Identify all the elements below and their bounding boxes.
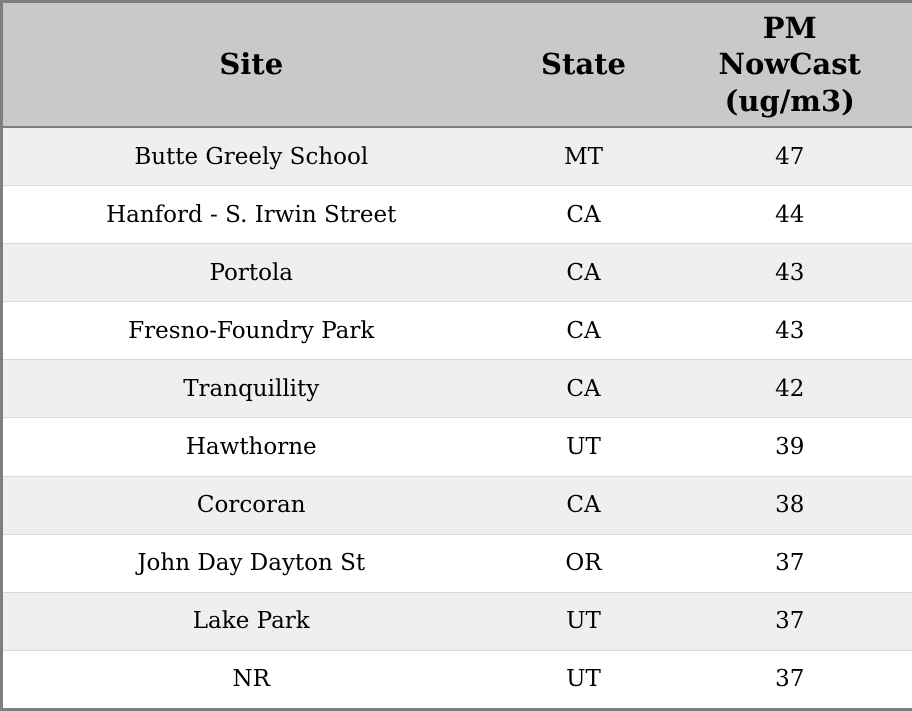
table-row: Lake Park UT 37	[1, 591, 912, 651]
table-row: Tranquillity CA 42	[1, 359, 912, 418]
site-cell: Lake Park	[1, 591, 500, 651]
state-cell: OR	[499, 533, 668, 593]
state-cell: MT	[564, 143, 603, 170]
state-cell: CA	[499, 185, 668, 244]
site-cell: Corcoran	[1, 475, 500, 535]
pm-nowcast-cell: 47	[775, 143, 805, 170]
site-cell: NR	[1, 649, 500, 710]
pm-nowcast-cell: 37	[667, 649, 912, 710]
site-cell: John Day Dayton St	[1, 533, 500, 593]
state-cell: UT	[499, 649, 668, 710]
state-cell: CA	[499, 301, 668, 360]
site-cell: Portola	[1, 243, 500, 302]
site-cell: Hawthorne	[1, 417, 500, 477]
table-row: Portola CA 43	[1, 243, 912, 302]
pm-nowcast-cell: 37	[667, 591, 912, 651]
state-cell: UT	[499, 591, 668, 651]
pm-nowcast-cell: 38	[667, 475, 912, 535]
state-cell: UT	[499, 417, 668, 477]
pm-nowcast-cell: 43	[667, 301, 912, 360]
table-row: John Day Dayton St OR 37	[1, 533, 912, 593]
state-cell: CA	[499, 359, 668, 418]
table-row: Hanford - S. Irwin Street CA 44	[1, 185, 912, 244]
state-cell: CA	[499, 243, 668, 302]
table-row: NR UT 37	[1, 649, 912, 710]
header-row: Site State PM NowCast (ug/m3)	[1, 1, 912, 128]
state-column-header: State	[499, 1, 668, 128]
table-row: Fresno-Foundry Park CA 43	[1, 301, 912, 360]
table-row: Hawthorne UT 39	[1, 417, 912, 477]
site-cell: Butte Greely School	[134, 143, 369, 170]
site-cell: Fresno-Foundry Park	[1, 301, 500, 360]
table-row: Butte Greely School MT 47	[1, 127, 912, 186]
state-cell: CA	[499, 475, 668, 535]
site-column-header: Site	[1, 1, 500, 128]
table-body: Butte Greely School MT 47 Hanford - S. Irwi…	[1, 127, 912, 710]
site-cell: Tranquillity	[1, 359, 500, 418]
pm-nowcast-cell: 37	[667, 533, 912, 593]
pm-nowcast-column-header: PM NowCast (ug/m3)	[667, 1, 912, 128]
site-cell: Hanford - S. Irwin Street	[1, 185, 500, 244]
pm-nowcast-cell: 44	[667, 185, 912, 244]
pm-nowcast-cell: 42	[667, 359, 912, 418]
table-row: Corcoran CA 38	[1, 475, 912, 535]
pm-nowcast-cell: 39	[667, 417, 912, 477]
pm-nowcast-cell: 43	[667, 243, 912, 302]
table-header: Site State PM NowCast (ug/m3)	[1, 1, 912, 128]
pm-nowcast-header-label: PM NowCast (ug/m3)	[718, 11, 861, 118]
